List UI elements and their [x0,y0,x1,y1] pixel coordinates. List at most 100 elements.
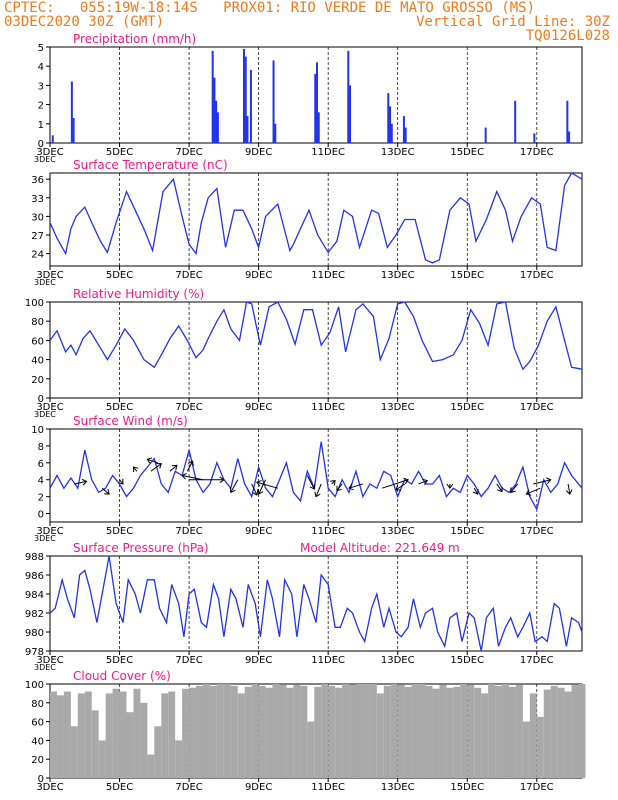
cloud-bar [328,685,336,778]
cloud-bar [446,687,454,778]
cloud-bar [98,740,106,778]
cloud-y-tick-label: 0 [38,774,44,785]
wind-vector-arrow [526,487,541,495]
wind-vector-arrow [169,464,178,472]
wind-vector-arrowhead [422,478,429,486]
wind-vector-arrowhead [446,483,454,490]
cloud-bar [453,686,461,778]
temperature-x-start-label-clipped: 3DEC [34,278,56,287]
precipitation-bar [242,48,245,143]
temperature-y-tick-label: 33 [31,194,44,205]
wind-vector-arrowhead [118,478,124,485]
pressure-x-tick-label: 15DEC [450,655,484,666]
wind-vector-arrowhead [309,484,316,490]
cloud-bar [578,684,586,778]
cloud-x-tick-label: 13DEC [381,782,415,793]
humidity-y-tick-label: 80 [31,317,44,328]
wind-vector-arrowhead [256,480,262,487]
precipitation-bar [211,50,214,144]
cloud-bar [481,693,489,778]
wind-vector-arrowhead [104,489,110,495]
wind-vector-arrow [510,483,519,493]
wind-vector-arrowhead [219,476,225,484]
cloud-bar [404,686,412,778]
cloud-bar [571,684,579,778]
cloud-x-tick-label: 9DEC [245,782,272,793]
cloud-bar [237,693,245,778]
cloud-bar [557,687,565,778]
cloud-x-tick-label: 5DEC [106,782,133,793]
precipitation-bar [249,70,252,143]
precipitation-y-tick-label: 2 [38,101,44,112]
wind-y-tick-label: 8 [38,442,44,453]
temperature-x-tick-label: 15DEC [450,270,484,281]
panel-wind [46,428,583,526]
cloud-bar [126,712,134,778]
pressure-plot-frame [49,555,583,652]
precipitation-bar [244,56,247,143]
cloud-bar [293,684,301,778]
cloud-bar [56,695,64,778]
wind-vector-arrowhead [545,477,552,484]
temperature-x-tick-label: 3DEC [36,270,63,281]
precipitation-x-tick-label: 13DEC [381,147,415,158]
cloud-bar [63,691,71,778]
pressure-series-line [49,555,583,652]
wind-vector-arrow [381,479,409,489]
precipitation-x-tick-label: 5DEC [106,147,133,158]
pressure-y-tick-label: 980 [25,628,44,639]
cloud-bar [202,684,210,778]
pressure-x-tick-label: 9DEC [245,655,272,666]
header-model-id: TQ0126L028 [525,28,610,44]
pressure-x-tick-label: 3DEC [36,655,63,666]
precipitation-x-tick-label: 11DEC [311,147,345,158]
wind-vector-arrowhead [497,486,503,493]
cloud-bar [383,685,391,778]
wind-vector-arrowhead [252,489,259,496]
wind-vector-arrow [147,458,158,464]
precipitation-bar [533,133,536,143]
wind-x-tick-label: 17DEC [520,526,554,537]
wind-vector-arrow [251,483,258,496]
wind-vector-arrow [133,466,138,472]
wind-vector-arrowhead [132,466,139,473]
cloud-x-tick-label: 15DEC [450,782,484,793]
cloud-bar [515,684,523,778]
cloud-bar [216,684,224,778]
pressure-y-tick-label: 978 [25,647,44,658]
precipitation-bar [274,123,277,143]
header-date-time: 03DEC2020 30Z (GMT) [4,14,165,30]
humidity-series-line [49,301,583,371]
wind-vector-arrow [258,479,267,495]
cloud-bar [369,684,377,778]
cloud-bar [495,685,503,778]
cloud-bar [182,688,190,778]
wind-vector-arrow [533,479,551,485]
cloud-x-tick-label: 11DEC [311,782,345,793]
precipitation-y-tick-label: 3 [38,81,44,92]
wind-vector-arrowhead [181,472,187,480]
wind-y-tick-label: 10 [31,425,44,436]
cloud-bar [168,691,176,778]
temperature-x-tick-label: 13DEC [381,270,415,281]
humidity-x-tick-label: 3DEC [36,402,63,413]
wind-vector-arrow [418,480,428,485]
temperature-y-tick-label: 24 [31,250,44,261]
wind-vector-arrowhead [229,487,236,494]
wind-vector-arrow [567,483,571,495]
pressure-y-tick-label: 984 [25,590,44,601]
humidity-x-tick-label: 17DEC [520,402,554,413]
precipitation-x-start-label-clipped: 3DEC [34,155,56,164]
precipitation-bar [566,100,569,143]
wind-x-tick-label: 13DEC [381,526,415,537]
cloud-x-tick-label: 7DEC [175,782,202,793]
wind-vector-arrow [496,483,503,492]
cloud-bar [508,686,516,778]
precipitation-bar [70,81,73,143]
wind-vector-arrow [315,483,322,497]
wind-vector-arrowhead [146,457,153,464]
cloud-bar [342,684,350,778]
cloud-bar [77,693,85,778]
cloud-bar [460,684,468,778]
panel-temperature [46,172,583,270]
